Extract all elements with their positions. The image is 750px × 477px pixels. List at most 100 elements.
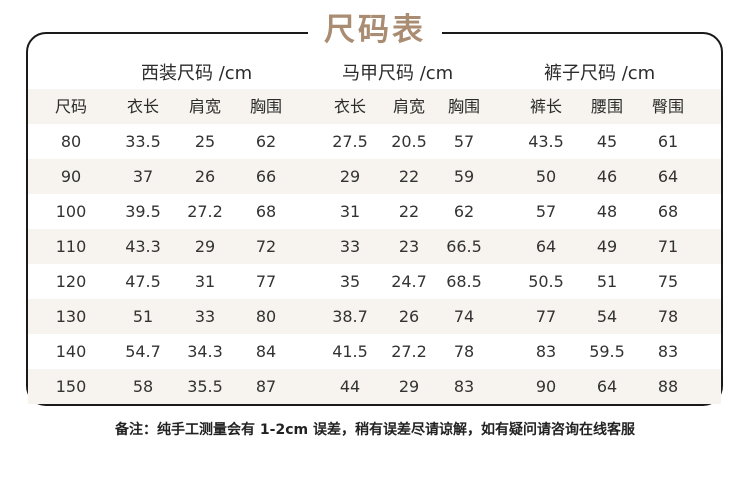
table-row: 90 37 26 66 29 22 59 50 46 64: [28, 159, 721, 194]
column-header: 衣长: [126, 97, 159, 116]
measurement-cell: 34.3: [187, 342, 223, 361]
size-cell: 90: [60, 167, 82, 186]
measurement-cell: 88: [657, 377, 679, 396]
measurement-cell: 31: [194, 272, 216, 291]
measurement-cell: 62: [255, 132, 277, 151]
size-cell: 130: [55, 307, 87, 326]
measurement-cell: 26: [398, 307, 420, 326]
measurement-cell: 37: [132, 167, 154, 186]
measurement-cell: 84: [255, 342, 277, 361]
measurement-cell: 22: [398, 167, 420, 186]
pants-size-header: 裤子尺码 /cm: [544, 63, 656, 84]
suit-size-header: 西装尺码 /cm: [141, 63, 253, 84]
measurement-cell: 41.5: [332, 342, 368, 361]
column-header: 肩宽: [188, 97, 221, 116]
measurement-cell: 33: [194, 307, 216, 326]
measurement-cell: 50: [535, 167, 557, 186]
measurement-cell: 90: [535, 377, 557, 396]
measurement-cell: 44: [339, 377, 361, 396]
measurement-cell: 48: [596, 202, 618, 221]
table-row: 150 58 35.5 87 44 29 83 90 64 88: [28, 369, 721, 404]
measurement-cell: 51: [596, 272, 618, 291]
measurement-cell: 27.2: [391, 342, 427, 361]
table-row: 140 54.7 34.3 84 41.5 27.2 78 83 59.5 83: [28, 334, 721, 369]
measurement-cell: 29: [398, 377, 420, 396]
measurement-cell: 54: [596, 307, 618, 326]
size-cell: 140: [55, 342, 87, 361]
measurement-cell: 57: [535, 202, 557, 221]
size-cell: 150: [55, 377, 87, 396]
measurement-cell: 35: [339, 272, 361, 291]
size-cell: 80: [60, 132, 82, 151]
measurement-cell: 20.5: [391, 132, 427, 151]
measurement-cell: 39.5: [125, 202, 161, 221]
measurement-cell: 22: [398, 202, 420, 221]
measurement-cell: 83: [453, 377, 475, 396]
measurement-cell: 43.5: [528, 132, 564, 151]
table-row: 130 51 33 80 38.7 26 74 77 54 78: [28, 299, 721, 334]
measurement-cell: 45: [596, 132, 618, 151]
table-row: 110 43.3 29 72 33 23 66.5 64 49 71: [28, 229, 721, 264]
measurement-cell: 49: [596, 237, 618, 256]
measurement-cell: 58: [132, 377, 154, 396]
measurement-cell: 61: [657, 132, 679, 151]
measurement-cell: 83: [657, 342, 679, 361]
column-header: 胸围: [447, 97, 480, 116]
measurement-cell: 24.7: [391, 272, 427, 291]
measurement-cell: 77: [255, 272, 277, 291]
measurement-cell: 80: [255, 307, 277, 326]
table-row: 120 47.5 31 77 35 24.7 68.5 50.5 51 75: [28, 264, 721, 299]
footnote: 备注：纯手工测量会有 1-2cm 误差，稍有误差尽请谅解，如有疑问请咨询在线客服: [115, 422, 635, 438]
measurement-cell: 46: [596, 167, 618, 186]
measurement-cell: 87: [255, 377, 277, 396]
measurement-cell: 27.2: [187, 202, 223, 221]
measurement-cell: 66.5: [446, 237, 482, 256]
measurement-cell: 68.5: [446, 272, 482, 291]
measurement-cell: 75: [657, 272, 679, 291]
column-header: 胸围: [249, 97, 282, 116]
measurement-cell: 26: [194, 167, 216, 186]
table-row: 100 39.5 27.2 68 31 22 62 57 48 68: [28, 194, 721, 229]
measurement-cell: 64: [596, 377, 618, 396]
measurement-cell: 29: [194, 237, 216, 256]
size-cell: 120: [55, 272, 87, 291]
measurement-cell: 68: [255, 202, 277, 221]
measurement-cell: 27.5: [332, 132, 368, 151]
measurement-cell: 68: [657, 202, 679, 221]
measurement-cell: 64: [535, 237, 557, 256]
column-header: 腰围: [590, 97, 623, 116]
measurement-cell: 57: [453, 132, 475, 151]
size-cell: 110: [55, 237, 87, 256]
table-row: 80 33.5 25 62 27.5 20.5 57 43.5 45 61: [28, 124, 721, 159]
measurement-cell: 50.5: [528, 272, 564, 291]
column-header: 衣长: [333, 97, 366, 116]
measurement-cell: 51: [132, 307, 154, 326]
column-header: 尺码: [54, 97, 87, 116]
measurement-cell: 71: [657, 237, 679, 256]
measurement-cell: 59.5: [589, 342, 625, 361]
measurement-cell: 35.5: [187, 377, 223, 396]
measurement-cell: 38.7: [332, 307, 368, 326]
size-cell: 100: [55, 202, 87, 221]
measurement-cell: 33: [339, 237, 361, 256]
measurement-cell: 25: [194, 132, 216, 151]
column-header: 臀围: [651, 97, 684, 116]
measurement-cell: 78: [453, 342, 475, 361]
measurement-cell: 64: [657, 167, 679, 186]
measurement-cell: 33.5: [125, 132, 161, 151]
measurement-cell: 83: [535, 342, 557, 361]
measurement-cell: 62: [453, 202, 475, 221]
measurement-cell: 59: [453, 167, 475, 186]
measurement-cell: 31: [339, 202, 361, 221]
measurement-cell: 29: [339, 167, 361, 186]
measurement-cell: 66: [255, 167, 277, 186]
column-header: 裤长: [529, 97, 562, 116]
measurement-cell: 77: [535, 307, 557, 326]
measurement-cell: 74: [453, 307, 475, 326]
measurement-cell: 72: [255, 237, 277, 256]
measurement-cell: 43.3: [125, 237, 161, 256]
table-header-row: 尺码 衣长 肩宽 胸围 衣长 肩宽 胸围 裤长 腰围 臀围: [28, 89, 721, 124]
measurement-cell: 78: [657, 307, 679, 326]
column-header: 肩宽: [392, 97, 425, 116]
measurement-cell: 54.7: [125, 342, 161, 361]
